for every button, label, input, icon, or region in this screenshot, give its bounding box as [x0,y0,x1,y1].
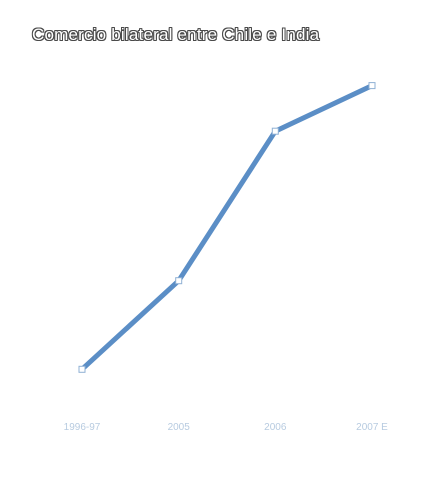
x-tick-label: 2005 [168,422,191,433]
chart-title: Comercio bilateral entre Chile e India [32,25,320,44]
x-tick-label: 2006 [264,422,287,433]
data-point-4 [368,82,376,90]
x-tick-label: 1996-97 [64,422,101,433]
data-point-1 [78,365,86,373]
series-line [80,83,374,372]
x-tick-label: 2007 E [356,422,388,433]
data-point-2 [175,277,183,285]
x-axis-tick-labels: 1996-97 2005 2006 2007 E [64,422,389,433]
points-layer [78,82,376,373]
series-layer [77,81,377,374]
data-point-3 [271,127,279,135]
